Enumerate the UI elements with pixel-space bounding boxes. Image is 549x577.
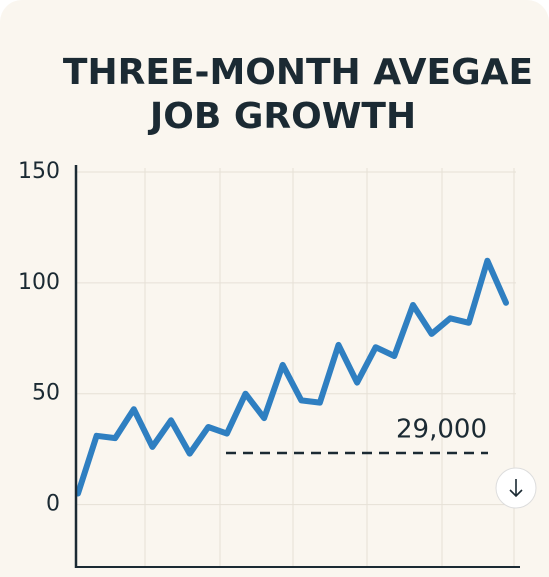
download-button[interactable] bbox=[495, 467, 537, 509]
download-icon[interactable] bbox=[509, 479, 523, 498]
chart-title: THREE-MONTH AVEGAE bbox=[63, 52, 533, 93]
data-line bbox=[75, 257, 509, 497]
y-tick-label: 100 bbox=[18, 270, 60, 295]
annotation: 29,000 bbox=[396, 415, 487, 445]
y-tick-label: 0 bbox=[46, 492, 60, 517]
y-tick-label: 50 bbox=[32, 381, 60, 406]
chart-title: JOB GROWTH bbox=[147, 96, 416, 137]
y-tick-label: 150 bbox=[18, 159, 60, 184]
